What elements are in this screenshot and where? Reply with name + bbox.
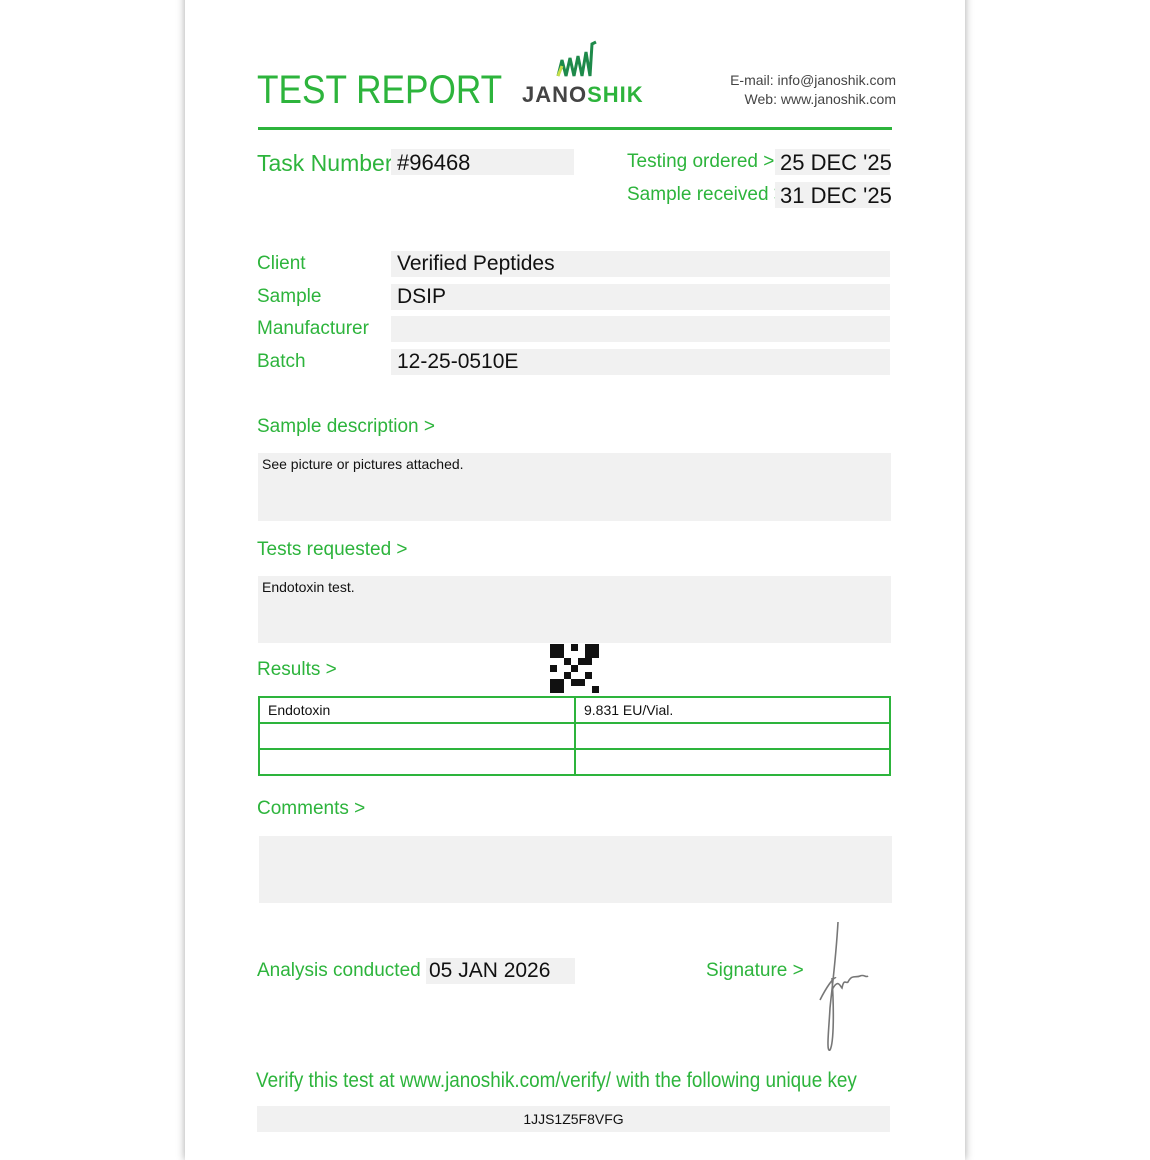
- testing-ordered-value: 25 DEC '25: [780, 150, 892, 175]
- sample-label: Sample: [257, 286, 322, 307]
- janoshik-logo: JANOSHIK: [520, 40, 643, 110]
- table-row: [258, 748, 891, 776]
- testing-ordered-label: Testing ordered >: [627, 151, 775, 172]
- verify-key-value: 1JJS1Z5F8VFG: [523, 1111, 624, 1127]
- client-label: Client: [257, 253, 306, 274]
- task-number-field: [391, 149, 574, 175]
- signature-label: Signature >: [706, 960, 804, 981]
- result-value-cell: [574, 748, 891, 776]
- manufacturer-label: Manufacturer: [257, 318, 369, 339]
- result-test-cell: [258, 748, 576, 776]
- signature-image: [819, 921, 869, 1051]
- verify-key-field: [257, 1106, 890, 1132]
- report-title: TEST REPORT: [257, 68, 503, 112]
- comments-box: [259, 836, 892, 903]
- sample-received-value: 31 DEC '25: [780, 183, 892, 208]
- table-row: Endotoxin 9.831 EU/Vial.: [258, 696, 891, 724]
- result-value-cell: 9.831 EU/Vial.: [574, 696, 891, 724]
- client-value: Verified Peptides: [397, 252, 555, 275]
- contact-web: Web: www.janoshik.com: [744, 91, 896, 107]
- verify-text: Verify this test at www.janoshik.com/ver…: [256, 1069, 857, 1092]
- header-divider: [258, 127, 892, 130]
- batch-value: 12-25-0510E: [397, 350, 519, 373]
- sample-value: DSIP: [397, 285, 447, 308]
- qr-code-icon: [550, 644, 599, 693]
- sample-description-box: [258, 453, 891, 521]
- comments-label: Comments >: [257, 798, 366, 819]
- analysis-conducted-label: Analysis conducted >: [257, 960, 438, 981]
- contact-info: E-mail: info@janoshik.com Web: www.janos…: [730, 71, 896, 109]
- task-number-label: Task Number: [257, 150, 393, 176]
- batch-label: Batch: [257, 351, 306, 372]
- result-value-cell: [574, 722, 891, 750]
- tests-requested-label: Tests requested >: [257, 539, 408, 560]
- result-test-cell: [258, 722, 576, 750]
- table-row: [258, 722, 891, 750]
- tests-requested-box: [258, 576, 891, 643]
- task-number-value: #96468: [397, 150, 471, 175]
- tests-requested-value: Endotoxin test.: [262, 579, 355, 595]
- contact-email: E-mail: info@janoshik.com: [730, 72, 896, 88]
- sample-description-label: Sample description >: [257, 416, 435, 437]
- results-label: Results >: [257, 659, 337, 680]
- logo-chart-icon: [556, 40, 597, 77]
- sample-received-label: Sample received >: [627, 184, 785, 205]
- result-test-cell: Endotoxin: [258, 696, 576, 724]
- analysis-conducted-value: 05 JAN 2026: [429, 959, 551, 982]
- sample-description-value: See picture or pictures attached.: [262, 456, 464, 472]
- results-table: Endotoxin 9.831 EU/Vial.: [258, 696, 891, 776]
